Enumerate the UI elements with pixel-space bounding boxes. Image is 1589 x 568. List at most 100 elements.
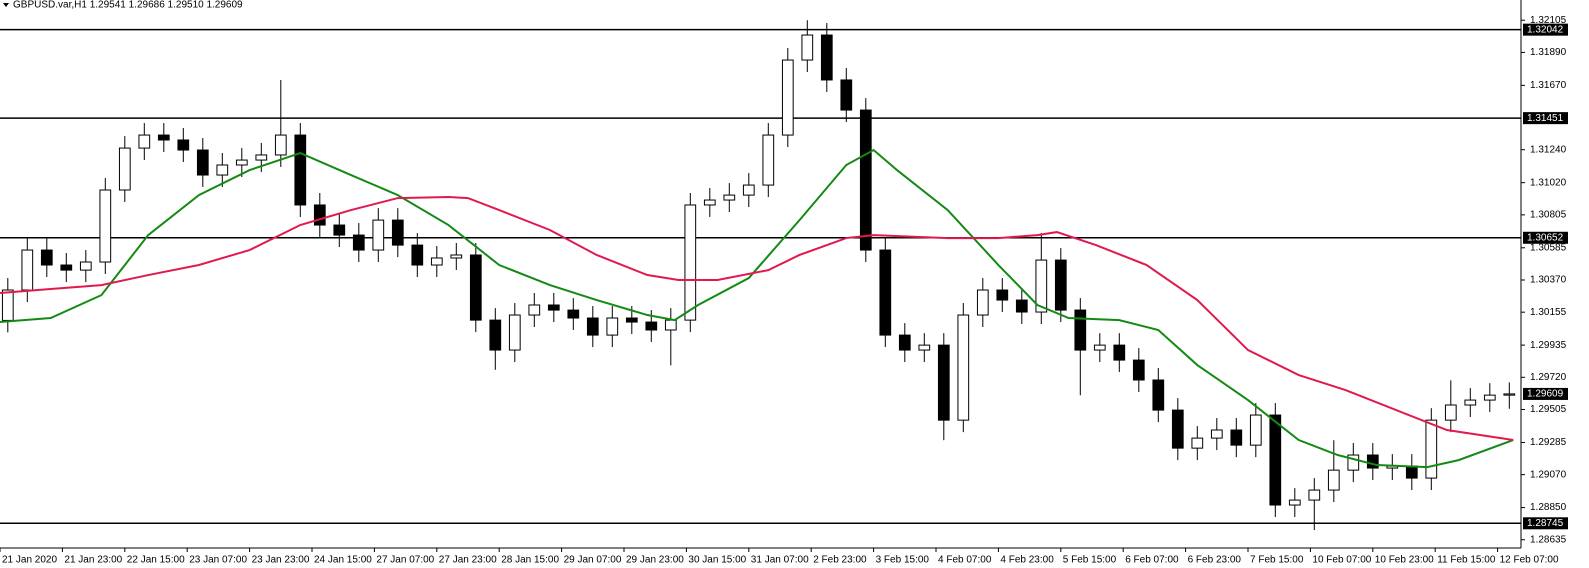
y-tick-label: 1.32105: [1530, 15, 1567, 26]
candle-body: [157, 134, 170, 141]
candle-body: [411, 244, 424, 266]
y-tick-label: 1.30155: [1530, 307, 1567, 318]
candle-body: [1171, 409, 1184, 449]
y-tick-label: 1.31240: [1530, 144, 1567, 155]
candle-body: [79, 261, 92, 271]
candle-body: [118, 147, 131, 191]
candle-body: [1210, 429, 1223, 439]
x-tick-label: 24 Jan 15:00: [314, 555, 372, 566]
price-label-box: [1523, 517, 1568, 530]
x-tick-label: 10 Feb 07:00: [1312, 555, 1371, 566]
candle-body: [177, 139, 190, 151]
x-tick-label: 7 Feb 15:00: [1250, 555, 1304, 566]
candle-body: [918, 344, 931, 351]
price-label-box: [1523, 387, 1568, 400]
candle-body: [372, 219, 385, 251]
x-tick-label: 23 Jan 07:00: [189, 555, 247, 566]
y-tick-label: 1.29285: [1530, 437, 1567, 448]
x-tick-label: 11 Feb 15:00: [1437, 555, 1496, 566]
y-tick-label: 1.29935: [1530, 340, 1567, 351]
x-tick-label: 22 Jan 15:00: [127, 555, 185, 566]
candle-body: [40, 249, 53, 266]
candle-body: [1425, 419, 1438, 479]
candle-body: [996, 289, 1009, 301]
x-tick-label: 2 Feb 23:00: [813, 555, 867, 566]
candle-body: [879, 249, 892, 336]
y-tick-label: 1.31890: [1530, 47, 1567, 58]
candle-body: [489, 319, 502, 351]
candle-body: [196, 149, 209, 176]
candle-body: [21, 249, 34, 291]
y-tick-label: 1.29070: [1530, 469, 1567, 480]
candle-body: [1074, 309, 1087, 351]
x-tick-label: 23 Jan 23:00: [252, 555, 310, 566]
candle-body: [1269, 414, 1282, 506]
y-tick-label: 1.29720: [1530, 372, 1567, 383]
y-tick-label: 1.29505: [1530, 404, 1567, 415]
x-tick-label: 6 Feb 07:00: [1125, 555, 1179, 566]
candle-body: [1, 289, 14, 321]
price-label-box: [1523, 23, 1568, 36]
candle-body: [781, 59, 794, 136]
price-label: 1.29609: [1527, 389, 1564, 400]
candle-body: [762, 134, 775, 186]
y-tick-label: 1.28635: [1530, 534, 1567, 545]
candle-body: [1347, 454, 1360, 471]
candle-body: [567, 309, 580, 319]
x-tick-label: 21 Jan 23:00: [64, 555, 122, 566]
x-tick-label: 12 Feb 07:00: [1500, 555, 1559, 566]
candle-body: [216, 164, 229, 176]
price-label: 1.31451: [1527, 113, 1564, 124]
x-tick-label: 10 Feb 23:00: [1375, 555, 1434, 566]
candle-body: [235, 159, 248, 166]
candle-body: [352, 234, 365, 251]
candle-body: [586, 317, 599, 336]
x-tick-label: 30 Jan 15:00: [688, 555, 746, 566]
candle-body: [801, 34, 814, 61]
y-tick-label: 1.31020: [1530, 177, 1567, 188]
candle-body: [742, 184, 755, 196]
menu-arrow[interactable]: [3, 3, 9, 7]
candle-body: [1054, 259, 1067, 311]
candle-body: [60, 264, 73, 271]
candle-body: [937, 344, 950, 421]
x-tick-label: 27 Jan 07:00: [376, 555, 434, 566]
candle-body: [1230, 429, 1243, 446]
candle-body: [1288, 499, 1301, 506]
x-tick-label: 27 Jan 23:00: [439, 555, 497, 566]
candle-body: [294, 134, 307, 206]
x-tick-label: 31 Jan 07:00: [751, 555, 809, 566]
moving-average: [0, 196, 1514, 442]
candle-body: [1015, 299, 1028, 313]
candle-body: [898, 334, 911, 351]
chart-title: GBPUSD.var,H1 1.29541 1.29686 1.29510 1.…: [13, 0, 243, 11]
x-tick-label: 4 Feb 07:00: [938, 555, 992, 566]
candle-body: [859, 109, 872, 251]
candle-body: [313, 204, 326, 226]
candle-body: [1093, 344, 1106, 351]
moving-average: [0, 148, 1514, 469]
candle-body: [723, 194, 736, 201]
candle-body: [1308, 489, 1321, 501]
candle-body: [1444, 404, 1457, 421]
candle-body: [1249, 414, 1262, 446]
candle-body: [391, 219, 404, 246]
candle-body: [1191, 437, 1204, 449]
candle-body: [1405, 465, 1418, 479]
candle-body: [976, 289, 989, 316]
candle-body: [1503, 393, 1516, 396]
candle-body: [664, 319, 677, 331]
candle-body: [1327, 469, 1340, 491]
candle-body: [840, 79, 853, 111]
candle-body: [274, 134, 287, 156]
candle-body: [1483, 394, 1496, 401]
candle-body: [1464, 399, 1477, 406]
candle-body: [1132, 359, 1145, 381]
candle-body: [1035, 259, 1048, 313]
price-label-box: [1523, 231, 1568, 244]
candle-body: [606, 317, 619, 336]
candle-body: [508, 314, 521, 351]
candle-body: [1152, 379, 1165, 411]
